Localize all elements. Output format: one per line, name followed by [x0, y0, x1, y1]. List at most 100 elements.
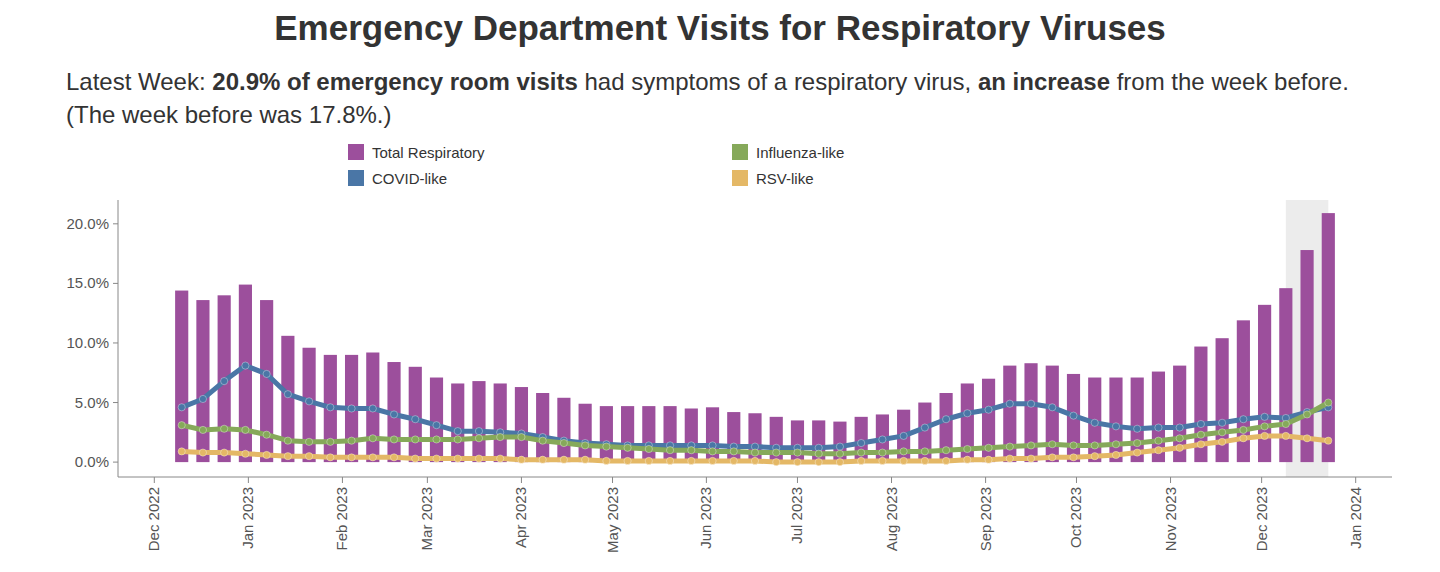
line-marker [390, 411, 397, 418]
line-marker [1049, 441, 1056, 448]
line-marker [964, 410, 971, 417]
line-marker [242, 362, 249, 369]
subtitle-text: had symptoms of a respiratory virus, [578, 68, 978, 95]
line-marker [306, 438, 313, 445]
page: {"chart_data": { "type": "bar", "title":… [0, 0, 1440, 572]
legend-label: COVID-like [372, 170, 447, 187]
x-tick-label: Sep 2023 [977, 487, 994, 551]
line-marker [624, 457, 631, 464]
line-marker [454, 455, 461, 462]
line-marker [858, 439, 865, 446]
x-tick [1170, 477, 1171, 483]
line-marker [794, 449, 801, 456]
line [182, 403, 1329, 454]
line-marker [306, 398, 313, 405]
line-marker [836, 443, 843, 450]
line-marker [582, 456, 589, 463]
line-marker [921, 457, 928, 464]
line [182, 366, 1329, 448]
line-marker [242, 450, 249, 457]
line-marker [412, 436, 419, 443]
legend-label: Total Respiratory [372, 144, 485, 161]
line-marker [178, 404, 185, 411]
line-marker [497, 455, 504, 462]
line-marker [1197, 441, 1204, 448]
legend-swatch [348, 144, 364, 160]
line-marker [709, 448, 716, 455]
line-marker [730, 457, 737, 464]
line-marker [666, 457, 673, 464]
bar [451, 383, 464, 462]
legend-swatch [348, 170, 364, 186]
line-marker [1091, 453, 1098, 460]
x-tick-label: Nov 2023 [1162, 487, 1179, 551]
line-marker [1303, 435, 1310, 442]
x-tick [427, 477, 428, 483]
line-marker [879, 457, 886, 464]
line-marker [985, 406, 992, 413]
line-marker [518, 456, 525, 463]
line-marker [1282, 420, 1289, 427]
line-marker [263, 370, 270, 377]
line-marker [964, 456, 971, 463]
bar [1109, 378, 1122, 463]
line-marker [1261, 413, 1268, 420]
x-tick [521, 477, 522, 483]
bar [409, 367, 422, 462]
bar [1322, 213, 1335, 462]
bar [1300, 250, 1313, 462]
x-tick-label: May 2023 [604, 487, 621, 553]
line-marker [497, 433, 504, 440]
line-marker [263, 431, 270, 438]
line-marker [921, 424, 928, 431]
line-marker [1112, 423, 1119, 430]
line-marker [858, 457, 865, 464]
line-marker [1155, 424, 1162, 431]
line-marker [348, 437, 355, 444]
line-marker [1027, 455, 1034, 462]
line-marker [836, 459, 843, 466]
line-marker [454, 428, 461, 435]
x-tick-label: Feb 2023 [333, 487, 350, 550]
bar [621, 406, 634, 462]
line-marker [815, 450, 822, 457]
line-marker [306, 453, 313, 460]
subtitle-emphasis: 20.9% of emergency room visits [212, 68, 577, 95]
y-tick-label: 20.0% [66, 215, 109, 232]
legend-swatch [732, 170, 748, 186]
line-marker [943, 447, 950, 454]
line-marker [327, 454, 334, 461]
line-marker [1006, 443, 1013, 450]
bar [791, 420, 804, 462]
bar [1131, 378, 1144, 463]
chart-title: Emergency Department Visits for Respirat… [0, 8, 1440, 48]
line-marker [221, 449, 228, 456]
legend-swatch [732, 144, 748, 160]
y-tick [113, 402, 118, 403]
y-axis-line [118, 200, 119, 477]
line-marker [794, 459, 801, 466]
x-tick-label: Dec 2023 [1253, 487, 1270, 551]
line-marker [1197, 431, 1204, 438]
line-marker [1027, 400, 1034, 407]
line-marker [751, 449, 758, 456]
line-marker [412, 416, 419, 423]
line-marker [1070, 454, 1077, 461]
y-tick [113, 223, 118, 224]
chart-subtitle: Latest Week: 20.9% of emergency room vis… [66, 65, 1396, 131]
bar [663, 406, 676, 462]
y-tick [113, 342, 118, 343]
line-marker [560, 439, 567, 446]
line-marker [433, 455, 440, 462]
line-marker [1261, 423, 1268, 430]
line-marker [475, 455, 482, 462]
line-marker [348, 454, 355, 461]
line-marker [221, 425, 228, 432]
line-marker [348, 405, 355, 412]
line-marker [178, 422, 185, 429]
line-marker [1197, 420, 1204, 427]
line-marker [985, 444, 992, 451]
line-marker [1303, 411, 1310, 418]
line-marker [1219, 419, 1226, 426]
x-tick [1261, 477, 1262, 483]
